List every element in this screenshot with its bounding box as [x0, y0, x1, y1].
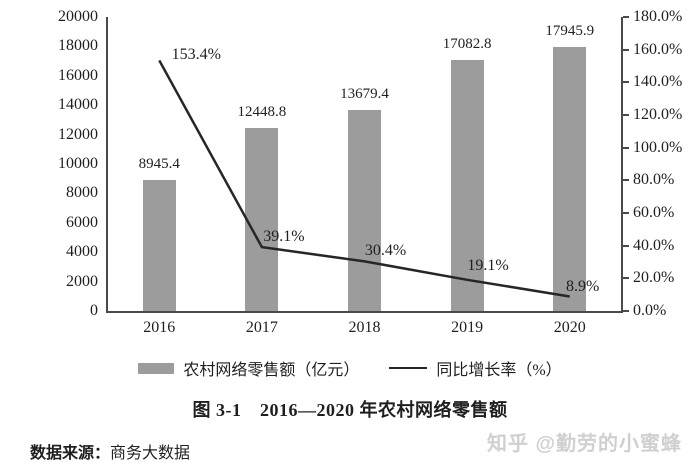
y-right-tick-label: 0.0% — [633, 302, 667, 319]
y-right-tick-label: 40.0% — [633, 236, 675, 254]
growth-rate-label: 153.4% — [171, 46, 221, 64]
y-right-tick-label: 60.0% — [633, 204, 675, 221]
plot-area: 8945.4 12448.8 13679.4 17082.8 17945.9 153.4%… — [106, 17, 623, 313]
bar-value-label: 13679.4 — [340, 85, 389, 102]
y-left-tick-label: 0 — [90, 302, 98, 319]
y-left-tick-label: 16000 — [58, 66, 98, 84]
y-right-tickmark — [623, 81, 629, 84]
x-tick-label-2017: 2017 — [245, 319, 278, 336]
growth-line — [158, 59, 570, 298]
data-source-text: 商务大数据 — [110, 445, 191, 462]
line-series-swatch — [389, 367, 428, 369]
data-source: 数据来源：商务大数据 — [30, 439, 190, 463]
y-right-tickmark — [623, 310, 629, 312]
y-left-tick-label: 8000 — [66, 184, 98, 202]
y-left-tick-label: 18000 — [58, 37, 98, 55]
bar-value-label: 12448.8 — [237, 104, 287, 120]
growth-rate-label: 8.9% — [566, 278, 600, 296]
growth-line-svg — [158, 59, 570, 298]
y-right-tickmark — [623, 244, 629, 247]
y-right-tickmark — [623, 277, 629, 280]
y-left-tick-label: 2000 — [66, 272, 98, 290]
x-tick-label-2018: 2018 — [348, 319, 381, 336]
bar-2017 — [245, 128, 279, 311]
y-right-tick-label: 100.0% — [633, 138, 683, 156]
y-right-tick-label: 20.0% — [633, 269, 675, 287]
bar-value-label: 17082.8 — [442, 35, 492, 52]
bar-value-label: 17945.9 — [545, 23, 595, 40]
y-left-tick-label: 14000 — [58, 96, 98, 114]
y-left-tick-label: 12000 — [58, 125, 98, 143]
bar-2016 — [142, 179, 176, 311]
y-right-tickmark — [623, 48, 629, 51]
y-right-tick-label: 80.0% — [633, 171, 675, 189]
y-left-tick-label: 4000 — [66, 243, 98, 261]
bar-2019 — [450, 59, 484, 311]
bar-value-label: 8945.4 — [138, 155, 180, 172]
x-tick-label-2020: 2020 — [553, 319, 586, 336]
y-right-tick-label: 140.0% — [633, 73, 683, 91]
legend-entry-bar: 农村网络零售额（亿元） — [138, 356, 359, 380]
growth-rate-label: 30.4% — [364, 242, 407, 260]
x-tick-label-2019: 2019 — [451, 319, 484, 336]
growth-rate-label: 39.1% — [263, 228, 305, 246]
y-right-tickmark — [623, 212, 629, 214]
y-left-tick-label: 6000 — [66, 213, 98, 231]
x-tick-label-2016: 2016 — [143, 319, 176, 336]
y-left-tick-label: 20000 — [58, 8, 98, 25]
bar-series-label: 农村网络零售额（亿元） — [183, 362, 360, 379]
bar-series-swatch — [138, 362, 175, 374]
y-right-tick-label: 120.0% — [633, 106, 683, 123]
growth-rate-label: 19.1% — [467, 256, 509, 274]
y-right-tick-label: 180.0% — [633, 8, 683, 25]
y-right-tickmark — [623, 114, 629, 116]
y-right-tickmark — [623, 16, 629, 18]
legend-entry-line: 同比增长率（%） — [389, 356, 562, 380]
legend: 农村网络零售额（亿元） 同比增长率（%） — [0, 356, 700, 380]
y-left-tick-label: 10000 — [58, 155, 98, 172]
bar-2018 — [348, 109, 381, 311]
y-right-tickmark — [623, 146, 629, 149]
y-right-tickmark — [623, 179, 629, 182]
y-right-tick-label: 160.0% — [633, 40, 683, 58]
figure-caption: 图 3-1 2016—2020 年农村网络零售额 — [192, 400, 508, 420]
data-source-prefix: 数据来源： — [30, 445, 111, 462]
watermark: 知乎 @勤劳的小蜜蜂 — [487, 433, 683, 455]
bar-2020 — [553, 47, 587, 311]
line-series-label: 同比增长率（%） — [436, 362, 562, 379]
